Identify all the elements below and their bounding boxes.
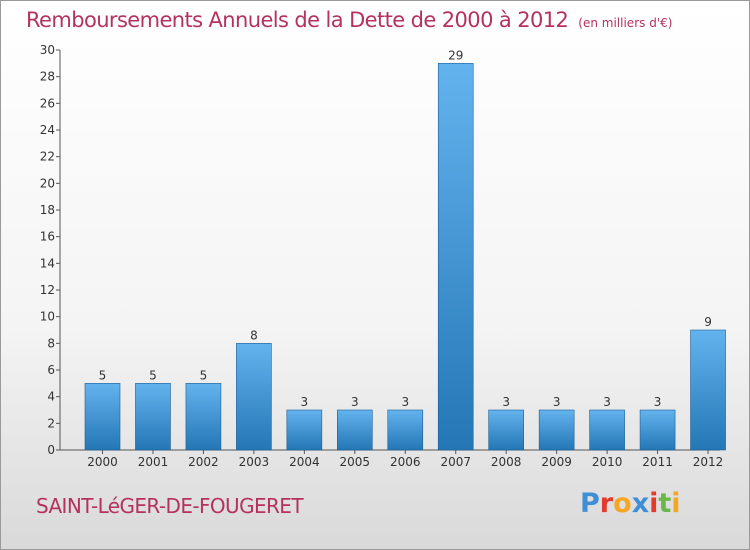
y-tick-label: 16 [40,230,55,244]
x-tick-label: 2003 [239,455,270,469]
logo-letter: o [613,488,632,519]
y-tick-label: 8 [47,336,55,350]
chart-title-block: Remboursements Annuels de la Dette de 20… [26,8,672,32]
bar-2002 [185,383,222,451]
bar-value-label: 3 [603,395,611,409]
x-tick-label: 2006 [390,455,421,469]
bar-2009 [538,409,575,451]
bar-2003 [236,343,272,451]
x-tick-label: 2002 [188,455,219,469]
x-tick-label: 2008 [491,455,522,469]
bar-value-label: 3 [351,395,359,409]
logo-letter: x [631,488,650,519]
chart-title: Remboursements Annuels de la Dette de 20… [26,8,569,32]
logo-letter: P [580,488,600,519]
bar-2006 [387,409,424,451]
chart-subtitle: (en milliers d'€) [578,16,673,30]
x-tick-label: 2005 [340,455,371,469]
y-tick-label: 24 [40,123,55,137]
x-tick-label: 2011 [642,455,673,469]
y-tick-label: 28 [40,70,55,84]
bar-2000 [84,383,121,451]
bar-value-label: 9 [704,315,712,329]
bar-value-label: 5 [99,368,107,382]
y-tick-label: 20 [40,176,55,190]
y-tick-label: 18 [40,203,55,217]
x-tick-label: 2000 [87,455,118,469]
y-tick-label: 4 [47,390,55,404]
bar-value-label: 29 [448,48,463,62]
y-tick-label: 0 [47,443,55,457]
bar-value-label: 3 [654,395,662,409]
x-tick-label: 2001 [138,455,169,469]
y-tick-label: 30 [40,43,55,57]
bar-value-label: 3 [401,395,409,409]
bar-2007 [437,63,474,451]
y-tick-label: 10 [40,310,55,324]
bar-value-label: 3 [502,395,510,409]
bar-value-label: 3 [553,395,561,409]
logo-letter: r [599,488,614,519]
bar-value-label: 5 [149,368,157,382]
x-tick-label: 2007 [440,455,471,469]
bar-value-label: 3 [301,395,309,409]
x-tick-label: 2010 [592,455,623,469]
bar-2001 [135,383,171,451]
y-tick-label: 2 [47,416,55,430]
proxiti-logo: Proxiti [580,488,681,519]
bar-2011 [639,409,676,451]
town-name: SAINT-LéGER-DE-FOUGERET [36,494,304,518]
logo-letter: i [671,488,681,519]
bar-2010 [589,409,625,451]
bar-2008 [488,409,524,451]
bar-value-label: 5 [200,368,208,382]
y-tick-label: 26 [40,96,55,110]
y-tick-label: 22 [40,150,55,164]
y-tick-label: 6 [47,363,55,377]
bar-2004 [286,409,323,451]
y-tick-label: 14 [40,256,55,270]
x-tick-label: 2012 [693,455,724,469]
y-tick-label: 12 [40,283,55,297]
logo-letter: i [649,488,659,519]
x-tick-label: 2004 [289,455,320,469]
bar-2005 [337,409,373,451]
bar-2012 [690,329,726,451]
x-tick-label: 2009 [541,455,572,469]
bar-value-label: 8 [250,328,258,342]
logo-letter: t [658,488,672,519]
